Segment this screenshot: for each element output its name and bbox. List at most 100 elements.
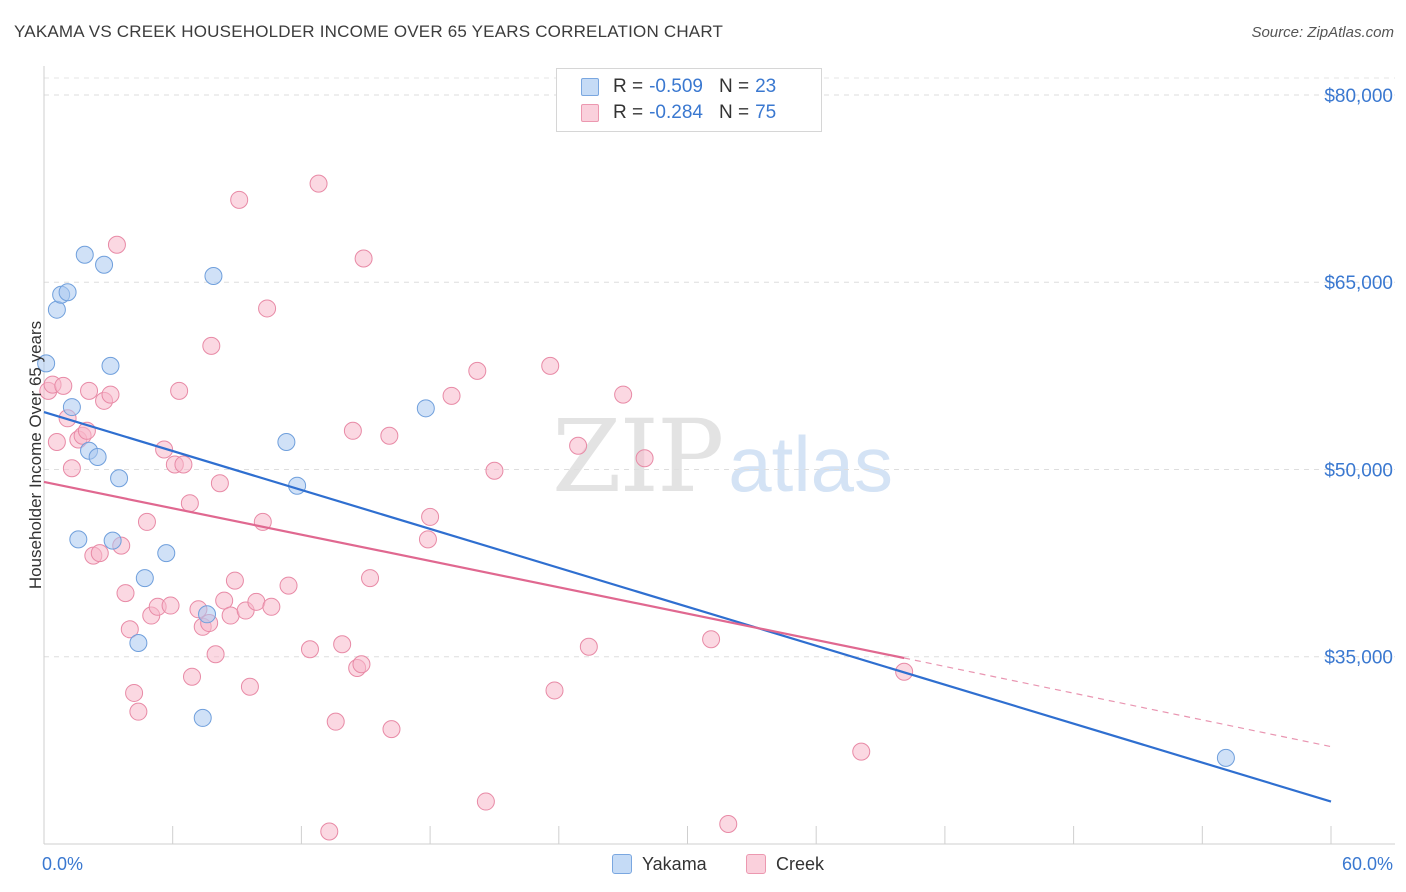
creek-point (343, 421, 362, 440)
creek-point (485, 461, 504, 480)
creek-point (418, 530, 437, 549)
legend-row-creek: R = -0.284 N = 75 (581, 101, 776, 125)
creek-point (258, 299, 277, 318)
creek-point (210, 474, 229, 493)
creek-point (545, 681, 564, 700)
yakama-point (103, 531, 122, 550)
creek-point (309, 174, 328, 193)
creek-point (354, 249, 373, 268)
yakama-swatch (581, 78, 599, 96)
yakama-point (110, 469, 129, 488)
legend-item-yakama[interactable]: Yakama (612, 852, 707, 876)
creek-point (180, 494, 199, 513)
x-tick-label: 0.0% (42, 854, 83, 874)
creek-point (247, 592, 266, 611)
creek-point (161, 596, 180, 615)
y-tick-label: $50,000 (1324, 460, 1393, 481)
yakama-point (1216, 748, 1235, 767)
stats-legend: R = -0.509 N = 23 R = -0.284 N = 75 (556, 68, 822, 132)
watermark-atlas: atlas (728, 420, 894, 508)
creek-point (320, 822, 339, 841)
yakama-legend-swatch (612, 854, 632, 874)
yakama-point (95, 255, 114, 274)
creek-point (569, 436, 588, 455)
r-value: -0.509 (649, 76, 703, 97)
creek-point (614, 385, 633, 404)
creek-point (476, 792, 495, 811)
creek-point (174, 455, 193, 474)
y-axis-label: Householder Income Over 65 years (26, 320, 45, 590)
creek-point (62, 459, 81, 478)
creek-swatch (581, 104, 599, 122)
creek-point (101, 385, 120, 404)
creek-point (541, 356, 560, 375)
creek-point (221, 606, 240, 625)
x-tick-label: 60.0% (1342, 854, 1393, 874)
creek-point (333, 635, 352, 654)
yakama-legend-label: Yakama (642, 853, 707, 874)
creek-point (468, 361, 487, 380)
creek-point (361, 569, 380, 588)
n-label: N = (718, 76, 750, 97)
creek-point (326, 712, 345, 731)
creek-point (262, 597, 281, 616)
yakama-point (198, 605, 217, 624)
creek-point (170, 381, 189, 400)
creek-point (47, 433, 66, 452)
source-label: Source: ZipAtlas.com (1251, 24, 1394, 41)
yakama-point (204, 266, 223, 285)
r-label: R = (613, 102, 644, 123)
creek-point (116, 584, 135, 603)
creek-point (107, 235, 126, 254)
creek-point (579, 637, 598, 656)
creek-point (702, 630, 721, 649)
n-value: 75 (755, 102, 777, 123)
creek-point (125, 683, 144, 702)
creek-point (352, 655, 371, 674)
y-tick-label: $65,000 (1324, 273, 1393, 294)
creek-point (719, 815, 738, 834)
creek-point (852, 742, 871, 761)
yakama-point (69, 530, 88, 549)
creek-point (635, 449, 654, 468)
r-label: R = (613, 76, 644, 97)
yakama-point (75, 245, 94, 264)
yakama-point (416, 399, 435, 418)
legend-row-yakama: R = -0.509 N = 23 (581, 75, 776, 99)
yakama-point (135, 569, 154, 588)
creek-trendline (43, 480, 905, 660)
creek-point (54, 376, 73, 395)
n-label: N = (718, 102, 750, 123)
legend-item-creek[interactable]: Creek (746, 852, 824, 876)
creek-point (206, 645, 225, 664)
creek-legend-label: Creek (776, 853, 825, 874)
creek-point (442, 386, 461, 405)
creek-point (421, 507, 440, 526)
chart-title: YAKAMA VS CREEK HOUSEHOLDER INCOME OVER … (14, 22, 724, 41)
yakama-point (88, 448, 107, 466)
creek-point (380, 426, 399, 445)
creek-point (230, 190, 249, 209)
creek-point (129, 702, 148, 721)
creek-point (120, 620, 139, 639)
creek-legend-swatch (746, 854, 766, 874)
yakama-trendline (43, 411, 1332, 803)
creek-point (382, 720, 401, 739)
r-value: -0.284 (649, 102, 703, 123)
yakama-point (129, 634, 148, 653)
yakama-point (58, 283, 77, 302)
creek-point (80, 381, 99, 400)
n-value: 23 (755, 76, 777, 97)
y-tick-label: $35,000 (1324, 648, 1393, 669)
creek-point (300, 640, 319, 659)
yakama-point (37, 354, 56, 373)
y-tick-label: $80,000 (1324, 86, 1393, 107)
yakama-point (277, 433, 296, 452)
yakama-point (62, 398, 81, 417)
creek-point (90, 544, 109, 563)
yakama-point (157, 544, 176, 563)
creek-point (183, 667, 202, 686)
creek-point (215, 591, 234, 610)
creek-point (137, 512, 156, 531)
